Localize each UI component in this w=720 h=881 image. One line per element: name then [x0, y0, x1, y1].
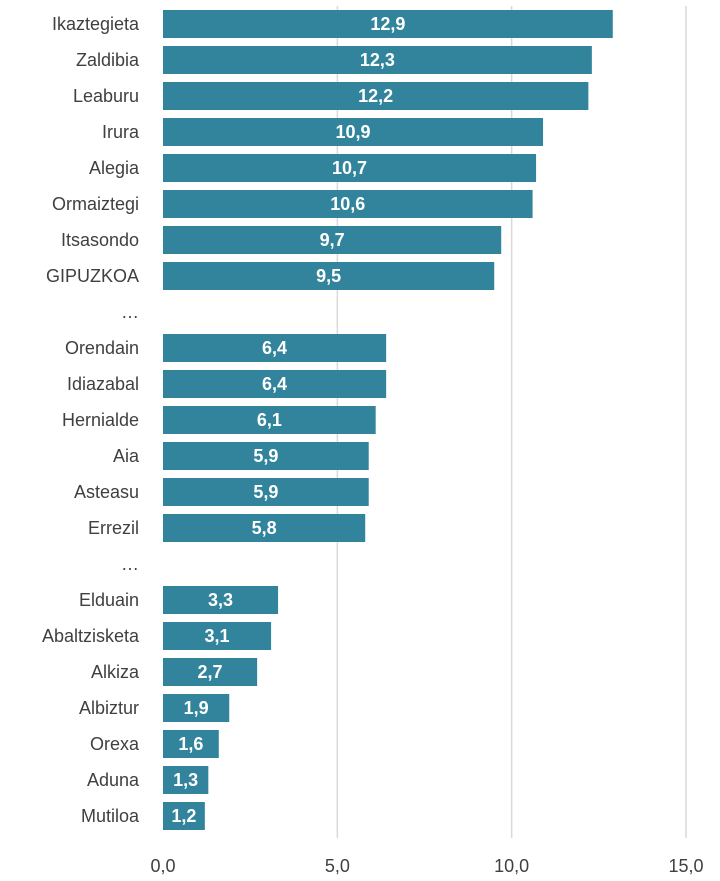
data-label: 6,1 — [257, 410, 282, 430]
category-label: Ikaztegieta — [52, 14, 140, 34]
category-label: Ormaiztegi — [52, 194, 139, 214]
bar — [163, 82, 589, 110]
bar — [163, 46, 592, 74]
x-tick-label: 5,0 — [325, 856, 350, 876]
category-label: Abaltzisketa — [42, 626, 140, 646]
category-label: … — [121, 554, 139, 574]
data-label: 10,6 — [330, 194, 365, 214]
bar — [163, 262, 495, 290]
category-labels: Ikaztegieta Zaldibia Leaburu Irura Alegia Orm… — [42, 14, 140, 826]
bar — [163, 478, 369, 506]
data-label: 10,7 — [332, 158, 367, 178]
bar — [163, 622, 272, 650]
bar — [163, 370, 387, 398]
data-label: 1,6 — [178, 734, 203, 754]
category-label: Aduna — [87, 770, 140, 790]
category-label: Leaburu — [73, 86, 139, 106]
category-label: Aia — [113, 446, 140, 466]
bar — [163, 154, 537, 182]
bar — [163, 334, 387, 362]
data-label: 9,7 — [320, 230, 345, 250]
category-label: Alegia — [89, 158, 140, 178]
bar — [163, 10, 613, 38]
category-label: Albiztur — [79, 698, 139, 718]
bar — [163, 514, 366, 542]
bar — [163, 586, 279, 614]
bar — [163, 694, 230, 722]
data-label: 5,9 — [253, 482, 278, 502]
category-label: GIPUZKOA — [46, 266, 139, 286]
bar — [163, 766, 209, 794]
category-label: Elduain — [79, 590, 139, 610]
bar — [163, 658, 258, 686]
data-label: 12,3 — [360, 50, 395, 70]
data-label: 1,2 — [171, 806, 196, 826]
bars: 12,9 12,3 12,2 10,9 10,7 10,6 9,7 9,5 6,4 6,4 6,1 5… — [163, 10, 613, 830]
category-label: Idiazabal — [67, 374, 139, 394]
x-tick-label: 10,0 — [494, 856, 529, 876]
bar — [163, 118, 544, 146]
data-label: 5,8 — [252, 518, 277, 538]
data-label: 1,9 — [184, 698, 209, 718]
data-label: 3,1 — [205, 626, 230, 646]
category-label: Errezil — [88, 518, 139, 538]
category-label: Mutiloa — [81, 806, 140, 826]
category-label: Orexa — [90, 734, 140, 754]
data-label: 1,3 — [173, 770, 198, 790]
bar — [163, 406, 376, 434]
bar — [163, 730, 219, 758]
bar — [163, 226, 502, 254]
category-label: Asteasu — [74, 482, 139, 502]
x-tick-labels: 0,0 5,0 10,0 15,0 — [150, 856, 703, 876]
data-label: 12,9 — [370, 14, 405, 34]
bar — [163, 190, 533, 218]
category-label: … — [121, 302, 139, 322]
data-label: 6,4 — [262, 338, 287, 358]
data-label: 2,7 — [198, 662, 223, 682]
category-label: Itsasondo — [61, 230, 139, 250]
category-label: Hernialde — [62, 410, 139, 430]
x-tick-label: 15,0 — [668, 856, 703, 876]
bar — [163, 442, 369, 470]
category-label: Orendain — [65, 338, 139, 358]
data-label: 10,9 — [335, 122, 370, 142]
bar — [163, 802, 205, 830]
data-label: 3,3 — [208, 590, 233, 610]
category-label: Irura — [102, 122, 140, 142]
data-label: 5,9 — [253, 446, 278, 466]
category-label: Alkiza — [91, 662, 140, 682]
x-tick-label: 0,0 — [150, 856, 175, 876]
data-label: 9,5 — [316, 266, 341, 286]
data-label: 12,2 — [358, 86, 393, 106]
category-label: Zaldibia — [76, 50, 140, 70]
data-label: 6,4 — [262, 374, 287, 394]
